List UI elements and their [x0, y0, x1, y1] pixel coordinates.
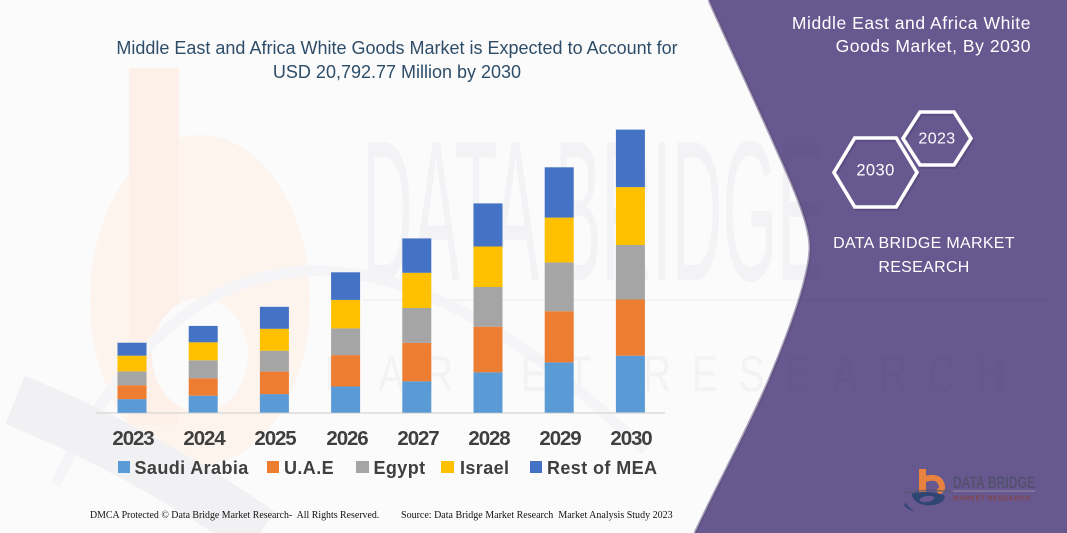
svg-text:2023: 2023: [918, 131, 955, 148]
svg-text:2030: 2030: [856, 162, 894, 180]
svg-text:MARKET RESEARCH: MARKET RESEARCH: [953, 496, 1030, 503]
svg-text:DATA BRIDGE: DATA BRIDGE: [953, 473, 1035, 492]
svg-text:DATA BRIDGE: DATA BRIDGE: [362, 100, 824, 323]
